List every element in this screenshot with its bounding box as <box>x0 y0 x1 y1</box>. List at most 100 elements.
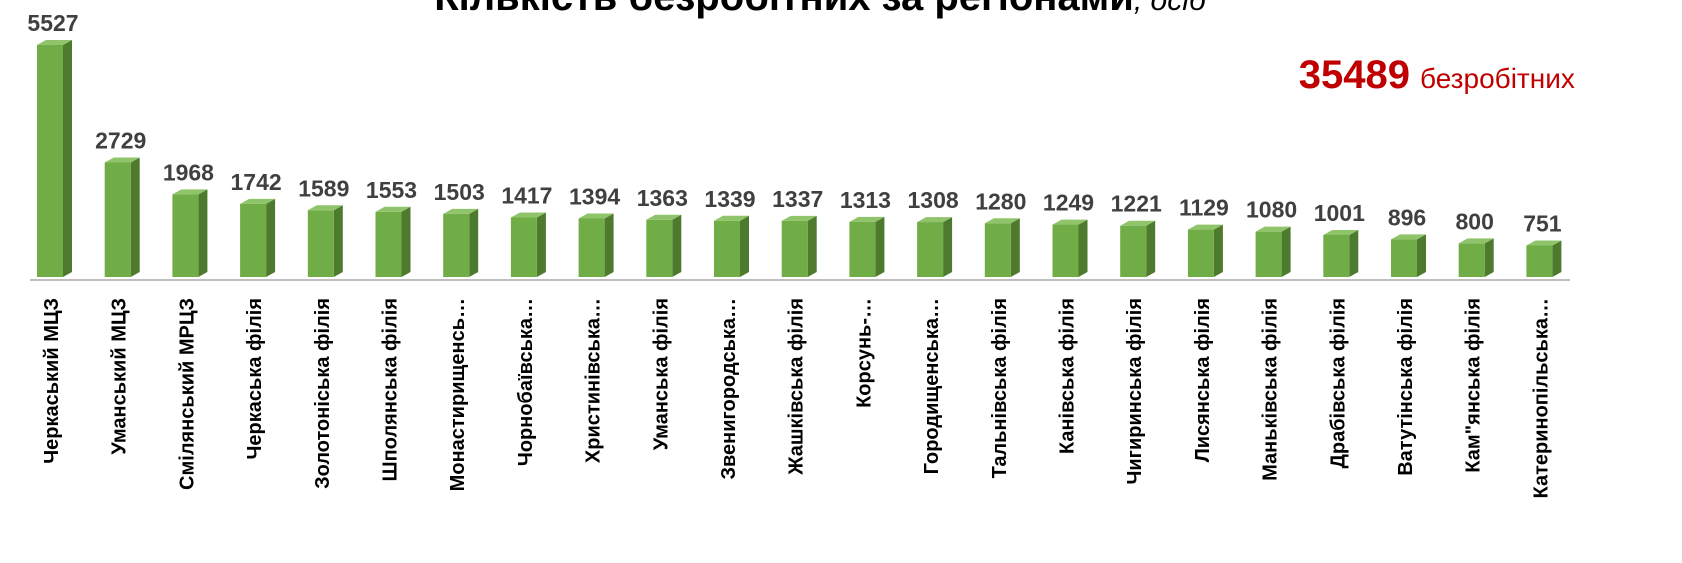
x-tick-label: Монастирищенсь… <box>447 298 469 491</box>
bar-side <box>740 215 749 277</box>
data-label: 5527 <box>27 10 78 36</box>
bar-side <box>401 206 411 277</box>
bar <box>443 213 470 277</box>
x-tick-label: Маньківська філія <box>1260 298 1282 481</box>
bar-top <box>1526 240 1562 246</box>
data-label: 1280 <box>975 188 1026 214</box>
chart-title-group: Кількість безробітних за регіонами, осіб <box>434 0 1207 19</box>
bar-side <box>1146 220 1156 277</box>
bar-top <box>240 198 276 204</box>
data-label: 1968 <box>163 159 214 185</box>
bar-side <box>672 214 682 277</box>
data-label: 2729 <box>95 127 146 153</box>
bar-top <box>984 218 1020 224</box>
bar <box>375 211 402 277</box>
data-label: 1742 <box>231 169 282 195</box>
x-tick-label: Катеринопільська… <box>1530 298 1552 499</box>
data-label: 896 <box>1388 204 1426 230</box>
x-tick-label: Драбівська філія <box>1327 298 1349 468</box>
bar-top <box>646 214 682 220</box>
data-label: 1080 <box>1246 197 1297 223</box>
bar <box>1391 239 1417 277</box>
bar-top <box>1255 226 1291 232</box>
bar <box>1323 234 1350 277</box>
x-tick-label: Чорнобаївська… <box>515 298 537 466</box>
bar <box>1120 225 1147 277</box>
x-tick-label: Черкаський МЦЗ <box>41 298 63 464</box>
bar-side <box>1213 224 1223 277</box>
data-label: 1553 <box>366 177 417 203</box>
data-label: 1313 <box>840 187 891 213</box>
bar <box>172 194 199 277</box>
bar-side <box>1010 218 1020 277</box>
x-tick-label: Смілянський МРЦЗ <box>176 298 198 490</box>
bar-top <box>104 157 140 163</box>
data-label: 1589 <box>298 175 349 201</box>
bar <box>510 217 537 277</box>
x-tick-label: Городищенська… <box>921 298 943 474</box>
bar <box>240 203 267 277</box>
chart-title: Кількість безробітних за регіонами <box>434 0 1134 19</box>
x-tick-label: Звенигородська… <box>718 298 740 480</box>
x-tick-label: Уманський МЦЗ <box>109 298 131 455</box>
bar-side <box>198 189 208 277</box>
bar <box>104 162 131 277</box>
x-tick-label: Золотоніська філія <box>312 298 334 489</box>
x-tick-label: Шполянська філія <box>380 298 402 481</box>
bar-side <box>604 213 614 277</box>
bar-top <box>578 213 614 219</box>
bar-top <box>714 215 749 221</box>
bar-top <box>781 215 817 221</box>
bar <box>714 220 740 277</box>
x-tick-label: Тальнівська філія <box>989 298 1011 478</box>
data-label: 1503 <box>434 179 485 205</box>
bar-side <box>1484 238 1494 277</box>
data-label: 800 <box>1456 208 1494 234</box>
data-label: 1339 <box>704 186 755 212</box>
x-tick-label: Корсунь-… <box>853 298 875 408</box>
bar-top <box>510 212 546 218</box>
data-label: 1249 <box>1043 190 1094 216</box>
x-tick-label: Черкаська філія <box>244 298 266 460</box>
bar-top <box>443 208 479 214</box>
bar <box>578 218 605 277</box>
bar-side <box>536 212 546 277</box>
x-tick-label: Жашківська філія <box>786 298 808 476</box>
bar <box>984 223 1011 277</box>
x-tick-label: Ватутінська філія <box>1395 298 1417 476</box>
bar-top <box>172 189 208 195</box>
bar <box>917 222 944 277</box>
bar-side <box>1417 234 1426 277</box>
bar-side <box>63 40 72 277</box>
bar-top <box>1052 219 1088 225</box>
bar-top <box>1458 238 1494 244</box>
data-label: 1001 <box>1314 200 1365 226</box>
x-tick-label: Чигиринська філія <box>1124 298 1146 485</box>
bar <box>1526 245 1553 277</box>
data-label: 1417 <box>501 183 552 209</box>
bar-top <box>37 40 72 45</box>
data-label: 1394 <box>569 183 620 209</box>
bar-side <box>333 205 343 277</box>
data-label: 1337 <box>772 186 823 212</box>
bar-side <box>943 217 953 277</box>
bar-side <box>1349 229 1359 277</box>
bar <box>37 45 63 277</box>
x-tick-label: Уманська філія <box>650 298 672 450</box>
data-label: 751 <box>1523 210 1562 236</box>
x-tick-label: Кам"янська філія <box>1463 298 1485 473</box>
bar-top <box>375 206 411 212</box>
bar-side <box>807 215 817 277</box>
bar <box>646 219 673 277</box>
bar <box>1255 231 1282 277</box>
bar-top <box>849 216 885 222</box>
data-label: 1129 <box>1179 195 1229 221</box>
x-tick-label: Христинівська… <box>583 298 605 463</box>
x-tick-label: Лисянська філія <box>1192 298 1214 462</box>
bar-side <box>266 198 276 277</box>
bar-top <box>1120 220 1156 226</box>
bar-top <box>1187 224 1223 230</box>
bar-side <box>1552 240 1562 277</box>
bar <box>1458 243 1485 277</box>
